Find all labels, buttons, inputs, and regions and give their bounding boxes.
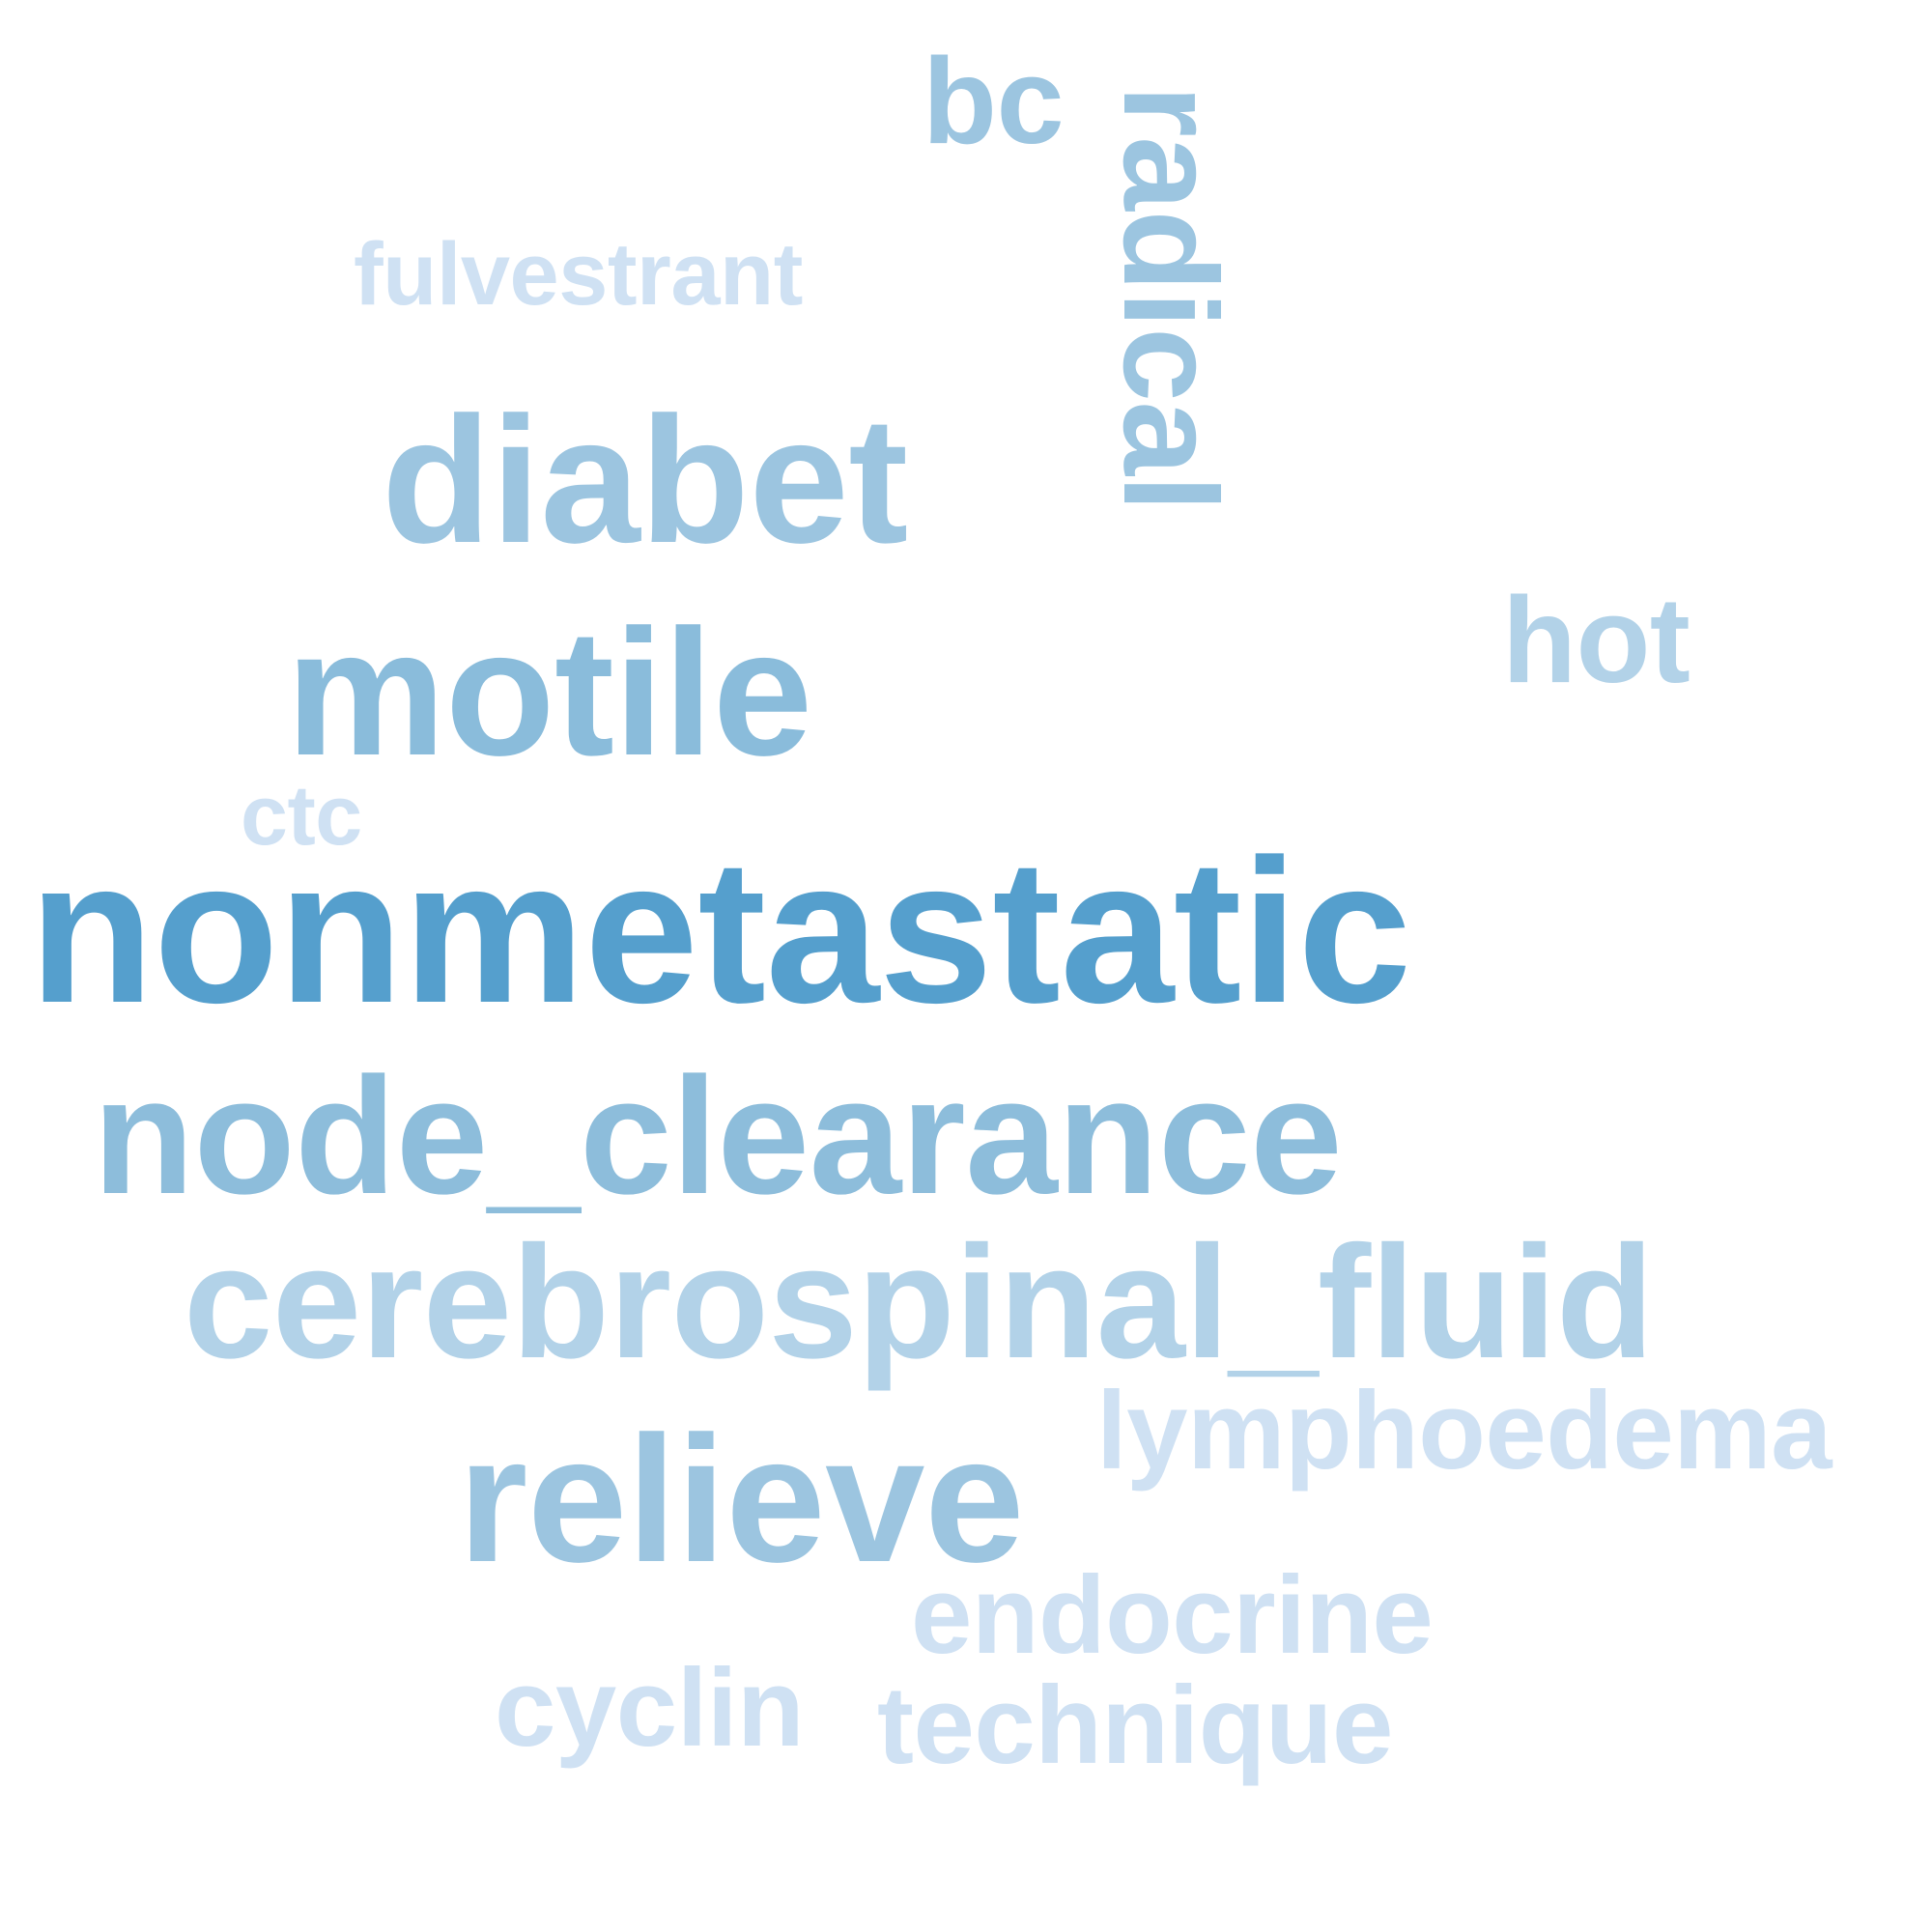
word-bc: bc bbox=[923, 33, 1065, 169]
word-endocrine: endocrine bbox=[911, 1554, 1434, 1677]
word-fulvestrant: fulvestrant bbox=[354, 225, 803, 324]
word-nonmetastatic: nonmetastatic bbox=[29, 816, 1411, 1045]
word-hot: hot bbox=[1502, 572, 1690, 708]
word-radical: radical bbox=[1095, 85, 1244, 512]
word-relieve: relieve bbox=[458, 1400, 1025, 1600]
word-lymphoedema: lymphoedema bbox=[1096, 1370, 1833, 1492]
word-technique: technique bbox=[877, 1664, 1393, 1787]
word-node-clearance: node_clearance bbox=[93, 1043, 1343, 1229]
word-diabet: diabet bbox=[382, 381, 908, 581]
word-cyclin: cyclin bbox=[495, 1647, 805, 1770]
word-cerebrospinal-fluid: cerebrospinal_fluid bbox=[184, 1213, 1654, 1392]
word-ctc: ctc bbox=[241, 767, 362, 863]
word-motile: motile bbox=[286, 593, 812, 793]
